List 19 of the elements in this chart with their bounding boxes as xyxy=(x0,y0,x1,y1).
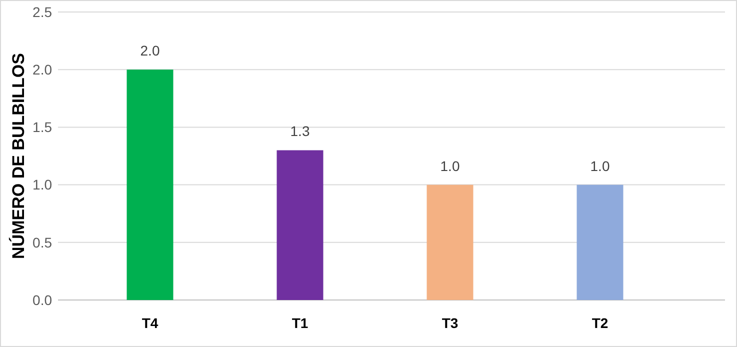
bar xyxy=(426,184,474,300)
y-axis-title: NÚMERO DE BULBILLOS xyxy=(8,53,28,259)
x-tick-label: T2 xyxy=(592,315,608,331)
data-label: 1.3 xyxy=(290,123,310,140)
y-tick-label: 2.5 xyxy=(32,4,52,20)
y-tick-label: 0.5 xyxy=(32,234,52,250)
bar xyxy=(126,70,174,300)
y-tick-label: 1.5 xyxy=(32,119,52,136)
x-tick-label: T1 xyxy=(292,315,308,331)
bar xyxy=(576,184,624,300)
y-tick-label: 2.0 xyxy=(32,62,52,78)
data-label: 1.0 xyxy=(590,158,610,174)
x-tick-label: T3 xyxy=(442,315,458,331)
x-tick-label: T4 xyxy=(142,315,158,331)
data-label: 2.0 xyxy=(140,42,160,59)
y-tick-label: 0.0 xyxy=(32,292,52,308)
y-tick-label: 1.0 xyxy=(32,176,52,193)
bar xyxy=(276,150,324,300)
data-label: 1.0 xyxy=(440,158,460,174)
